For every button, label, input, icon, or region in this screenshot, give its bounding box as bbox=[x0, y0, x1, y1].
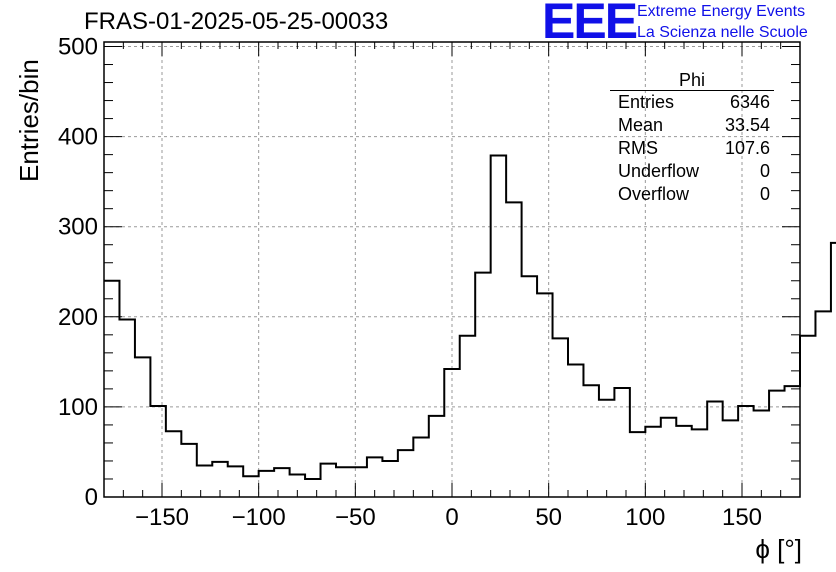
histogram-bin bbox=[336, 467, 351, 497]
stats-row-mean: Mean 33.54 bbox=[610, 114, 774, 137]
histogram-bin bbox=[181, 444, 196, 497]
histogram-bin bbox=[429, 416, 444, 497]
histogram-bin bbox=[259, 471, 274, 497]
y-tick-label: 100 bbox=[58, 394, 98, 421]
stats-label: RMS bbox=[618, 138, 658, 158]
y-tick-label: 300 bbox=[58, 214, 98, 241]
histogram-bin bbox=[599, 400, 614, 497]
histogram-bin bbox=[661, 418, 676, 497]
histogram-bin bbox=[475, 273, 490, 497]
histogram-bin bbox=[444, 369, 459, 497]
stats-label: Overflow bbox=[618, 184, 690, 204]
logo-subtitle-2: La Scienza nelle Scuole bbox=[637, 24, 808, 41]
x-tick-label: −100 bbox=[232, 504, 286, 531]
histogram-bin bbox=[831, 243, 836, 497]
stats-label: Entries bbox=[618, 92, 675, 112]
histogram-bin bbox=[553, 338, 568, 497]
histogram-bin bbox=[398, 450, 413, 497]
histogram-bin bbox=[537, 293, 552, 497]
histogram-bin bbox=[150, 406, 165, 497]
histogram-bin bbox=[305, 479, 320, 497]
histogram-bin bbox=[522, 276, 537, 497]
histogram-bin bbox=[754, 411, 769, 497]
stats-row-entries: Entries 6346 bbox=[610, 91, 774, 114]
y-axis-ticks: 0 100 200 300 400 500 bbox=[58, 34, 800, 511]
histogram-bin bbox=[382, 461, 397, 497]
histogram-bin bbox=[785, 386, 800, 497]
stats-row-rms: RMS 107.6 bbox=[610, 137, 774, 160]
histogram-line bbox=[104, 154, 836, 480]
histogram-bin bbox=[491, 156, 506, 497]
logo-subtitle-1: Extreme Energy Events bbox=[637, 3, 806, 20]
histogram-bin bbox=[707, 401, 722, 497]
y-axis-label: Entries/bin bbox=[14, 59, 44, 182]
histogram-bin bbox=[692, 429, 707, 497]
histogram-bin bbox=[166, 431, 181, 497]
stats-label: Underflow bbox=[618, 161, 700, 181]
histogram-bin bbox=[800, 336, 815, 497]
eee-logo: EEE bbox=[542, 0, 638, 49]
histogram-bin bbox=[321, 464, 336, 497]
stats-value: 0 bbox=[759, 161, 770, 181]
histogram-bin bbox=[568, 365, 583, 497]
histogram-bin bbox=[135, 357, 150, 497]
y-tick-label: 400 bbox=[58, 124, 98, 151]
stats-value: 33.54 bbox=[724, 115, 770, 135]
histogram-bin bbox=[676, 426, 691, 497]
histogram-bin bbox=[645, 427, 660, 497]
histogram-bin bbox=[614, 388, 629, 497]
x-tick-label: −50 bbox=[335, 504, 376, 531]
stats-value: 6346 bbox=[729, 92, 770, 112]
x-tick-label: 100 bbox=[625, 504, 665, 531]
x-tick-label: 0 bbox=[445, 504, 458, 531]
histogram-bin bbox=[723, 420, 738, 497]
x-tick-label: 150 bbox=[722, 504, 762, 531]
histogram-bin bbox=[413, 438, 428, 497]
histogram-bin bbox=[583, 385, 598, 497]
y-tick-label: 200 bbox=[58, 304, 98, 331]
stats-box-title: Phi bbox=[610, 70, 774, 91]
y-tick-label: 0 bbox=[85, 484, 98, 511]
stats-value: 107.6 bbox=[724, 138, 770, 158]
stats-value: 0 bbox=[759, 184, 770, 204]
x-tick-label: 50 bbox=[535, 504, 562, 531]
stats-label: Mean bbox=[618, 115, 664, 135]
histogram-series bbox=[104, 154, 836, 497]
histogram-bin bbox=[243, 476, 258, 497]
stats-row-overflow: Overflow 0 bbox=[610, 183, 774, 206]
x-axis-ticks: −150 −100 −50 0 50 100 150 bbox=[103, 42, 801, 531]
histogram-bin bbox=[630, 432, 645, 497]
y-tick-label: 500 bbox=[58, 34, 98, 61]
stats-box: Phi Entries 6346 Mean 33.54 RMS 107.6 Un… bbox=[610, 70, 774, 206]
histogram-bin bbox=[228, 466, 243, 497]
chart-title: FRAS-01-2025-05-25-00033 bbox=[84, 8, 389, 35]
histogram-bin bbox=[460, 336, 475, 497]
stats-row-underflow: Underflow 0 bbox=[610, 160, 774, 183]
histogram-bin bbox=[738, 406, 753, 497]
x-axis-label: ϕ [°] bbox=[755, 534, 802, 564]
histogram-bin bbox=[197, 465, 212, 497]
histogram-bin bbox=[274, 468, 289, 497]
x-tick-label: −150 bbox=[135, 504, 189, 531]
histogram-bin bbox=[351, 467, 366, 497]
histogram-bin bbox=[119, 320, 134, 497]
histogram-bin bbox=[506, 202, 521, 497]
histogram-bin bbox=[815, 311, 830, 497]
